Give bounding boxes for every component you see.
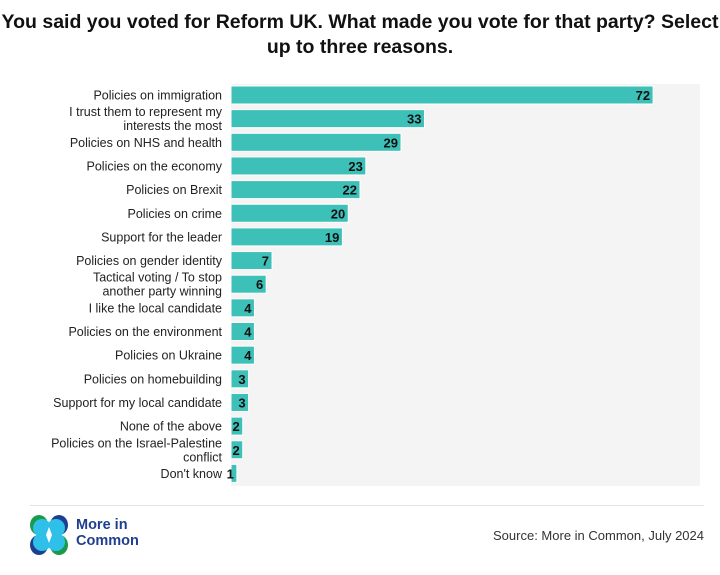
bar <box>230 298 255 318</box>
category-label: Policies on the environment <box>68 325 222 339</box>
logo-text: More in Common <box>76 517 139 549</box>
data-label: 1 <box>227 466 234 481</box>
data-label: 3 <box>238 395 245 410</box>
data-label: 4 <box>244 301 252 316</box>
data-label: 2 <box>232 443 239 458</box>
category-label: another party winning <box>102 285 222 299</box>
category-label: Policies on Brexit <box>126 183 222 197</box>
category-label: Policies on the Israel-Palestine <box>51 436 222 450</box>
logo-line-2: Common <box>76 533 139 549</box>
data-label: 23 <box>348 159 362 174</box>
bar <box>230 463 238 483</box>
data-label: 3 <box>238 372 245 387</box>
data-label: 19 <box>325 230 339 245</box>
data-label: 6 <box>256 277 263 292</box>
category-label: I trust them to represent my <box>69 105 223 119</box>
bar <box>230 156 367 176</box>
category-label: Support for the leader <box>101 230 222 244</box>
category-label: interests the most <box>123 119 222 133</box>
data-label: 22 <box>343 183 357 198</box>
bar <box>230 369 250 389</box>
data-label: 2 <box>232 419 239 434</box>
data-label: 7 <box>262 254 269 269</box>
category-label: I like the local candidate <box>89 301 222 315</box>
category-label: Policies on immigration <box>93 89 222 103</box>
category-label: Policies on Ukraine <box>115 349 222 363</box>
logo-line-1: More in <box>76 517 128 533</box>
bar <box>230 392 250 412</box>
bar <box>230 109 425 129</box>
bar <box>230 180 361 200</box>
bar <box>230 85 654 105</box>
chart-title: You said you voted for Reform UK. What m… <box>1 11 719 58</box>
data-label: 20 <box>331 206 345 221</box>
category-label: conflict <box>183 450 222 464</box>
bar <box>230 132 402 152</box>
category-label: None of the above <box>120 420 222 434</box>
category-label: Policies on the economy <box>87 159 223 173</box>
more-in-common-logo-icon <box>30 515 68 555</box>
source-note: Source: More in Common, July 2024 <box>493 528 704 543</box>
bar <box>230 322 255 341</box>
bar <box>230 251 273 271</box>
bar <box>230 227 343 247</box>
category-label: Support for my local candidate <box>53 396 222 410</box>
data-label: 4 <box>244 325 252 340</box>
bar <box>230 203 349 223</box>
data-label: 29 <box>384 135 398 150</box>
bar <box>230 274 267 294</box>
data-label: 4 <box>244 348 252 363</box>
category-label: Policies on NHS and health <box>70 136 222 150</box>
divider <box>30 505 704 506</box>
bar <box>230 416 244 436</box>
bar <box>230 345 255 365</box>
category-label: Policies on crime <box>128 207 223 221</box>
category-label: Policies on homebuilding <box>84 372 222 386</box>
category-label: Tactical voting / To stop <box>93 271 222 285</box>
category-label: Policies on gender identity <box>76 254 223 268</box>
data-label: 72 <box>636 88 650 103</box>
bar <box>230 440 244 460</box>
data-label: 33 <box>407 112 421 127</box>
category-label: Don't know <box>161 467 223 481</box>
